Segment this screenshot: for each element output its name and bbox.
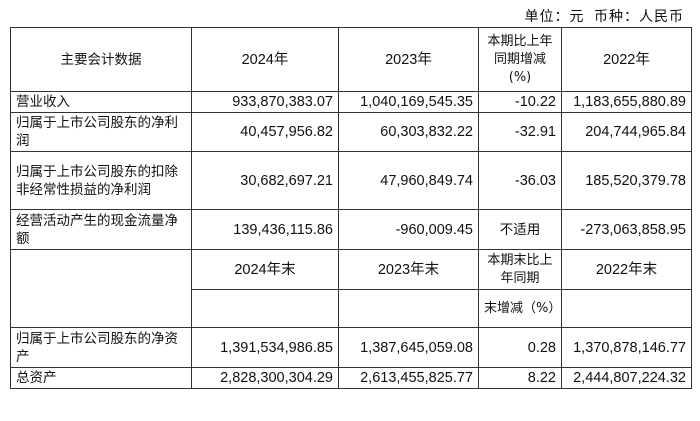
row-label: 归属于上市公司股东的净利润 bbox=[10, 112, 192, 152]
cell-2022: 1,183,655,880.89 bbox=[561, 91, 692, 113]
cell-2022: 1,370,878,146.77 bbox=[561, 327, 692, 368]
table-row: 归属于上市公司股东的扣除非经常性损益的净利润 30,682,697.21 47,… bbox=[10, 151, 692, 210]
cell-change: 不适用 bbox=[478, 209, 562, 250]
financial-data-table: 主要会计数据 2024年 2023年 本期比上年同期增减(%) 2022年 营业… bbox=[10, 27, 692, 389]
cell-2023: 47,960,849.74 bbox=[338, 151, 479, 210]
cell-2023: 2,613,455,825.77 bbox=[338, 367, 479, 389]
table-row: 总资产 2,828,300,304.29 2,613,455,825.77 8.… bbox=[10, 367, 692, 389]
unit-line: 单位：元 币种：人民币 bbox=[521, 6, 684, 26]
unit-label: 单位：元 bbox=[524, 9, 585, 25]
table-row: 归属于上市公司股东的净利润 40,457,956.82 60,303,832.2… bbox=[10, 112, 692, 152]
header-2022-end: 2022年末 bbox=[561, 249, 692, 290]
header-2024-end: 2024年末 bbox=[191, 249, 339, 290]
table-row: 归属于上市公司股东的净资产 1,391,534,986.85 1,387,645… bbox=[10, 327, 692, 368]
cell-2024: 1,391,534,986.85 bbox=[191, 327, 339, 368]
cell-change: -10.22 bbox=[478, 91, 562, 113]
row-label: 归属于上市公司股东的扣除非经常性损益的净利润 bbox=[10, 151, 192, 210]
header-main-data: 主要会计数据 bbox=[10, 27, 192, 92]
cell-2024: 30,682,697.21 bbox=[191, 151, 339, 210]
row-label: 归属于上市公司股东的净资产 bbox=[10, 327, 192, 368]
header-2023-end: 2023年末 bbox=[338, 249, 479, 290]
currency-label: 币种：人民币 bbox=[594, 9, 684, 25]
cell-2023: -960,009.45 bbox=[338, 209, 479, 250]
header-2024: 2024年 bbox=[191, 27, 339, 92]
row-label: 营业收入 bbox=[10, 91, 192, 113]
cell-2023: 1,040,169,545.35 bbox=[338, 91, 479, 113]
header-empty-cell bbox=[191, 289, 339, 328]
header-change-end-b: 末增减（%） bbox=[478, 289, 562, 328]
cell-2024: 40,457,956.82 bbox=[191, 112, 339, 152]
cell-change: 0.28 bbox=[478, 327, 562, 368]
cell-2024: 933,870,383.07 bbox=[191, 91, 339, 113]
header-change: 本期比上年同期增减(%) bbox=[478, 27, 562, 92]
cell-2022: 185,520,379.78 bbox=[561, 151, 692, 210]
table-header-row: 主要会计数据 2024年 2023年 本期比上年同期增减(%) 2022年 bbox=[10, 27, 692, 92]
table-row: 营业收入 933,870,383.07 1,040,169,545.35 -10… bbox=[10, 91, 692, 113]
header-change-end-a: 本期末比上年同期 bbox=[478, 249, 562, 290]
header-empty-cell bbox=[338, 289, 479, 328]
cell-2022: 2,444,807,224.32 bbox=[561, 367, 692, 389]
cell-2022: 204,744,965.84 bbox=[561, 112, 692, 152]
cell-2024: 2,828,300,304.29 bbox=[191, 367, 339, 389]
cell-change: -36.03 bbox=[478, 151, 562, 210]
row-label: 经营活动产生的现金流量净额 bbox=[10, 209, 192, 250]
table-header-row-2a: 2024年末 2023年末 本期末比上年同期 2022年末 bbox=[10, 249, 692, 328]
cell-2023: 60,303,832.22 bbox=[338, 112, 479, 152]
header-empty-cell bbox=[10, 249, 192, 328]
table-row: 经营活动产生的现金流量净额 139,436,115.86 -960,009.45… bbox=[10, 209, 692, 250]
cell-2023: 1,387,645,059.08 bbox=[338, 327, 479, 368]
header-empty-cell bbox=[561, 289, 692, 328]
header-2022: 2022年 bbox=[561, 27, 692, 92]
header-2023: 2023年 bbox=[338, 27, 479, 92]
row-label: 总资产 bbox=[10, 367, 192, 389]
cell-change: 8.22 bbox=[478, 367, 562, 389]
cell-change: -32.91 bbox=[478, 112, 562, 152]
cell-2022: -273,063,858.95 bbox=[561, 209, 692, 250]
cell-2024: 139,436,115.86 bbox=[191, 209, 339, 250]
